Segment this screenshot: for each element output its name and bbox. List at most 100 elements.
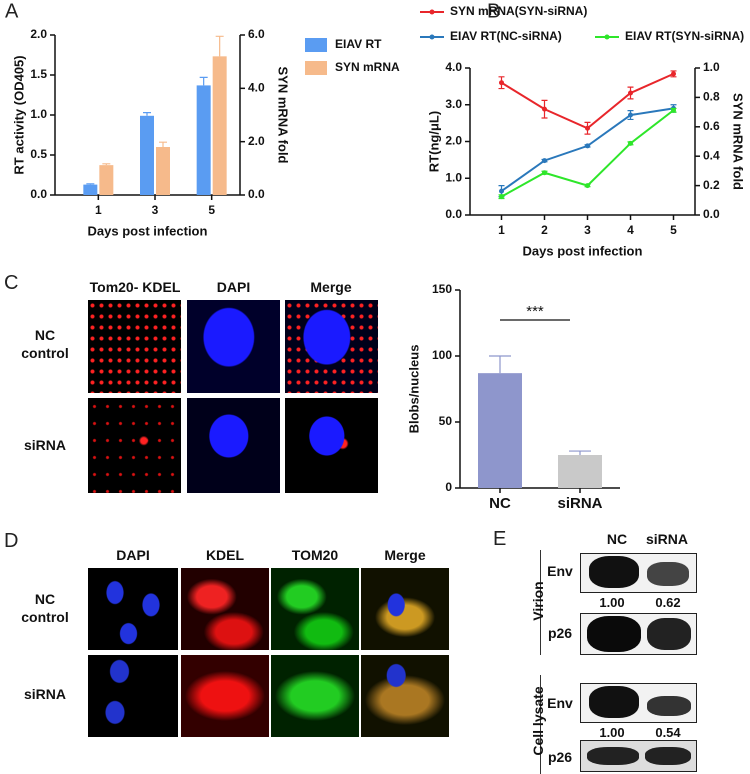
y-tick-label: 100 (432, 348, 452, 362)
column-label: DAPI (116, 547, 150, 563)
y-tick-label: 0 (445, 480, 452, 494)
micrograph (285, 300, 378, 393)
y-axis-label: RT(ng/μL) (426, 111, 441, 172)
point (585, 125, 590, 131)
point (499, 188, 504, 194)
panel-letter: A (5, 0, 19, 22)
column-label: TOM20 (291, 547, 339, 563)
y2-tick-label: 0.4 (703, 148, 720, 162)
bar (478, 373, 522, 488)
y2-tick-label: 0.6 (703, 119, 720, 133)
micrograph (271, 568, 359, 650)
error-bar (569, 450, 591, 455)
x-tick-label: siRNA (557, 495, 602, 512)
micrograph (285, 398, 378, 493)
band (645, 747, 691, 765)
y-tick-label: 2.0 (30, 27, 47, 41)
point (542, 106, 547, 112)
x-tick-label: 1 (95, 203, 102, 217)
legend-marker (604, 34, 610, 40)
x-axis-label: Days post infection (523, 243, 643, 258)
legend-label: EIAV RT (335, 37, 382, 51)
point (628, 140, 633, 146)
y2-axis-label: SYN mRNA fold (731, 93, 746, 190)
point (628, 112, 633, 118)
blot (580, 613, 697, 655)
lane-label: siRNA (645, 531, 688, 547)
micrograph (88, 398, 181, 493)
error-bar (627, 86, 634, 100)
y2-tick-label: 4.0 (248, 81, 265, 95)
band (647, 618, 691, 650)
point (585, 183, 590, 189)
panel-letter: C (4, 272, 19, 294)
y-tick-label: 3.0 (445, 97, 462, 111)
column-label: Merge (384, 547, 426, 563)
error-bar (199, 76, 208, 86)
legend-label: SYN mRNA(SYN-siRNA) (450, 4, 587, 18)
legend-label: EIAV RT(SYN-siRNA) (625, 29, 744, 43)
micrograph (271, 655, 359, 737)
panel-letter: D (4, 530, 19, 552)
band-label: p26 (547, 625, 573, 641)
panel-letter: B (487, 0, 500, 22)
error-bar (159, 141, 167, 147)
micrograph (187, 300, 280, 393)
column-label: KDEL (205, 547, 245, 563)
x-tick-label: 4 (627, 223, 634, 237)
micrograph (181, 568, 269, 650)
row-label: NC control (21, 327, 69, 361)
bar (196, 85, 211, 195)
band (589, 686, 639, 718)
legend-marker (429, 9, 435, 15)
y-tick-label: 2.0 (445, 134, 462, 148)
error-bar (541, 99, 548, 119)
legend-label: EIAV RT(NC-siRNA) (450, 29, 562, 43)
bar (558, 455, 602, 488)
y-axis-label: RT activity (OD405) (11, 55, 26, 174)
blot (580, 553, 697, 593)
bar (212, 56, 227, 196)
micrograph (88, 568, 178, 650)
x-tick-label: 3 (152, 203, 159, 217)
band-label: Env (547, 563, 573, 579)
point (585, 143, 590, 149)
blot (580, 683, 697, 723)
micrograph (88, 300, 181, 393)
ratio-label: 0.62 (655, 595, 681, 610)
error-bar (86, 183, 95, 185)
micrograph (361, 655, 449, 737)
x-axis-label: Days post infection (88, 223, 208, 238)
x-tick-label: 5 (208, 203, 215, 217)
x-tick-label: 2 (541, 223, 548, 237)
group-divider (540, 550, 541, 655)
y-tick-label: 50 (439, 414, 453, 428)
significance-label: *** (526, 303, 544, 320)
y-tick-label: 0.0 (445, 207, 462, 221)
y-tick-label: 1.0 (30, 107, 47, 121)
bar (83, 184, 98, 195)
y-tick-label: 0.5 (30, 147, 47, 161)
y-tick-label: 0.0 (30, 187, 47, 201)
blot (580, 740, 697, 772)
band-label: p26 (547, 749, 573, 765)
band-label: Env (547, 695, 573, 711)
column-label: Tom20- KDEL (89, 279, 181, 295)
error-bar (498, 185, 505, 198)
point (499, 194, 504, 200)
y2-tick-label: 6.0 (248, 27, 265, 41)
point (542, 158, 547, 164)
row-label: NC control (21, 591, 69, 625)
lane-label: NC (606, 531, 628, 547)
point (628, 90, 633, 96)
y2-tick-label: 0.0 (248, 187, 265, 201)
column-label: DAPI (216, 279, 251, 295)
error-bar (143, 112, 151, 116)
x-tick-label: 3 (584, 223, 591, 237)
column-label: Merge (310, 279, 352, 295)
y-tick-label: 4.0 (445, 60, 462, 74)
error-bar (215, 35, 224, 57)
y2-tick-label: 2.0 (248, 134, 265, 148)
group-label: Virion (530, 581, 546, 621)
